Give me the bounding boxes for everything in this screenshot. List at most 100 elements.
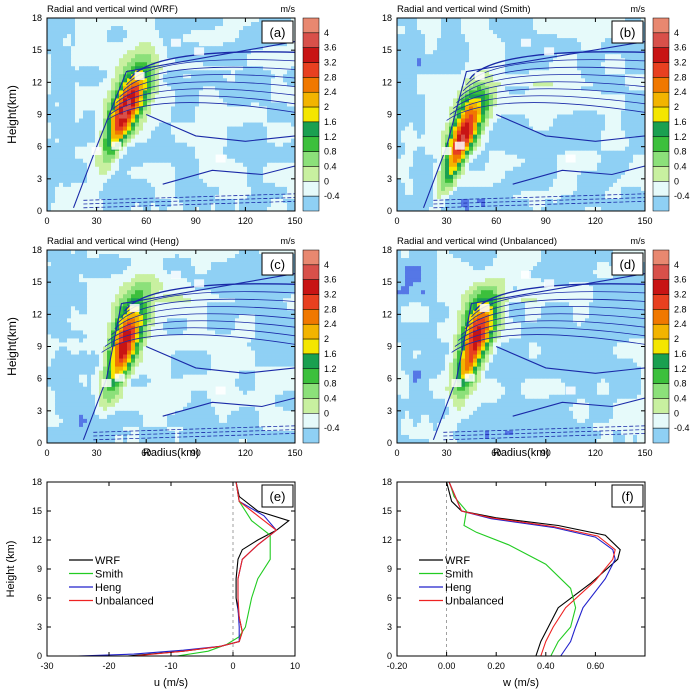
heat-cell bbox=[641, 78, 646, 83]
heat-cell bbox=[401, 102, 406, 107]
heat-cell bbox=[279, 202, 284, 208]
heat-cell bbox=[151, 158, 156, 164]
heat-cell bbox=[565, 66, 570, 71]
heat-cell bbox=[199, 130, 204, 135]
heat-cell bbox=[75, 26, 80, 31]
heat-cell bbox=[59, 38, 64, 43]
heat-cell bbox=[537, 106, 542, 111]
heat-cell bbox=[75, 70, 80, 75]
heat-cell bbox=[51, 90, 56, 95]
heat-cell bbox=[171, 182, 176, 188]
heat-cell bbox=[291, 162, 296, 168]
heat-cell bbox=[135, 186, 140, 192]
heat-cell bbox=[203, 170, 208, 176]
heat-cell bbox=[211, 18, 216, 23]
heat-cell bbox=[291, 94, 296, 99]
heat-cell bbox=[207, 126, 212, 131]
heat-cell bbox=[465, 110, 470, 115]
heat-cell bbox=[593, 30, 598, 35]
heat-cell bbox=[501, 70, 506, 75]
heat-cell bbox=[207, 26, 212, 31]
heat-cell bbox=[115, 114, 120, 119]
heat-cell bbox=[271, 114, 276, 119]
heat-cell bbox=[51, 174, 56, 180]
heat-cell bbox=[565, 130, 570, 135]
heat-cell bbox=[123, 142, 128, 148]
heat-cell bbox=[593, 42, 598, 47]
heat-cell bbox=[501, 114, 506, 119]
panel-title: Radial and vertical wind (WRF) bbox=[47, 4, 178, 15]
heat-cell bbox=[95, 22, 100, 27]
heat-cell bbox=[147, 194, 152, 200]
heat-cell bbox=[577, 126, 582, 131]
heat-cell bbox=[111, 22, 116, 27]
heat-cell bbox=[171, 74, 176, 79]
heat-cell bbox=[589, 122, 594, 127]
heat-cell bbox=[521, 118, 526, 123]
heat-cell bbox=[63, 206, 68, 212]
heat-cell bbox=[199, 90, 204, 95]
heat-cell bbox=[87, 202, 92, 208]
heat-cell bbox=[119, 86, 124, 91]
heat-cell bbox=[123, 98, 128, 103]
heat-cell bbox=[167, 130, 172, 135]
heat-cell bbox=[621, 18, 626, 23]
heat-cell bbox=[215, 150, 220, 156]
heat-cell bbox=[549, 130, 554, 135]
heat-cell bbox=[79, 18, 84, 23]
heat-cell bbox=[445, 118, 450, 123]
heat-cell bbox=[457, 114, 462, 119]
heat-cell bbox=[155, 114, 160, 119]
heat-cell bbox=[63, 98, 68, 103]
heat-cell bbox=[95, 58, 100, 63]
heat-cell bbox=[51, 170, 56, 176]
heat-cell bbox=[557, 118, 562, 123]
heat-cell bbox=[223, 130, 228, 135]
heat-cell bbox=[71, 206, 76, 212]
heat-cell bbox=[279, 150, 284, 156]
heat-cell bbox=[489, 86, 494, 91]
heat-cell bbox=[71, 18, 76, 23]
heat-cell bbox=[123, 18, 128, 23]
heat-cell bbox=[231, 26, 236, 31]
heat-cell bbox=[569, 122, 574, 127]
heat-cell bbox=[67, 86, 72, 91]
outflow-contour bbox=[112, 88, 296, 109]
heat-cell bbox=[263, 166, 268, 172]
heat-cell bbox=[55, 34, 60, 39]
heat-cell bbox=[497, 98, 502, 103]
heat-cell bbox=[179, 70, 184, 75]
heat-cell bbox=[143, 38, 148, 43]
heat-cell bbox=[605, 34, 610, 39]
heat-cell bbox=[445, 30, 450, 35]
heat-cell bbox=[123, 178, 128, 184]
heat-cell bbox=[71, 30, 76, 35]
heat-cell bbox=[239, 114, 244, 119]
heat-cell bbox=[59, 162, 64, 168]
heat-cell bbox=[561, 66, 566, 71]
heat-cell bbox=[581, 58, 586, 63]
heat-cell bbox=[251, 98, 256, 103]
heat-cell bbox=[605, 90, 610, 95]
heat-cell bbox=[441, 134, 446, 140]
heat-cell bbox=[641, 122, 646, 127]
heat-cell bbox=[465, 18, 470, 23]
heat-cell bbox=[247, 78, 252, 83]
heat-cell bbox=[91, 202, 96, 208]
heat-cell bbox=[263, 202, 268, 208]
heat-cell bbox=[541, 22, 546, 27]
heat-cell bbox=[541, 102, 546, 107]
heat-cell bbox=[51, 110, 56, 115]
heat-cell bbox=[421, 126, 426, 131]
heat-cell bbox=[247, 162, 252, 168]
heat-cell bbox=[421, 38, 426, 43]
heat-cell bbox=[111, 38, 116, 43]
heat-cell bbox=[107, 54, 112, 59]
heat-cell bbox=[231, 166, 236, 172]
heat-cell bbox=[485, 30, 490, 35]
heat-cell bbox=[625, 126, 630, 131]
heat-cell bbox=[545, 130, 550, 135]
heat-cell bbox=[413, 30, 418, 35]
heat-cell bbox=[569, 38, 574, 43]
heat-cell bbox=[405, 62, 410, 67]
